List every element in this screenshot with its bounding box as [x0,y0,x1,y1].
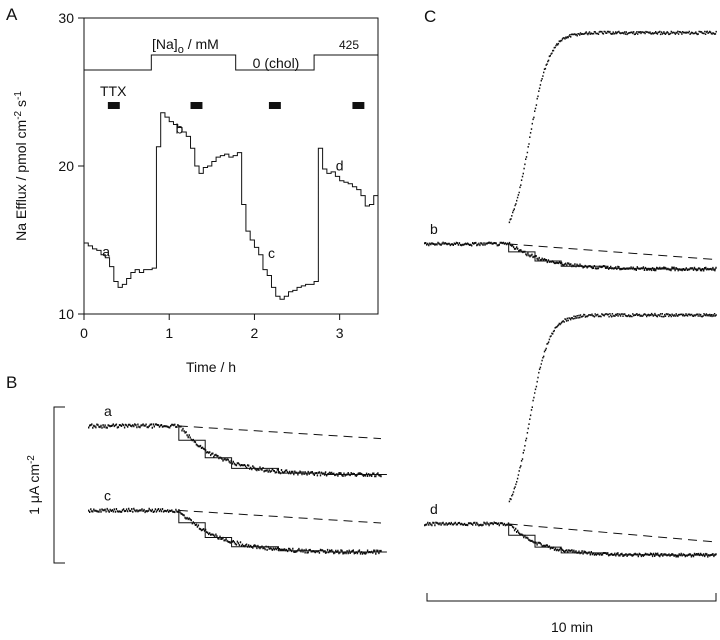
stepped-fit-d [508,524,716,556]
ttx-bar [190,102,203,109]
current-scale-bar [53,406,65,564]
efflux-trace [84,112,378,300]
trace-label-b: b [176,120,184,136]
y-axis-label-exp2: -1 [13,91,24,100]
na-425-label: 425 [339,38,359,52]
panel-label-a: A [6,5,18,24]
ttx-label: TTX [100,83,127,99]
trace-label-a: a [104,403,112,419]
stepped-fit-c [178,510,387,553]
na-label: [Na]o / mM [152,36,219,56]
ttx-bars [107,102,365,109]
current-trace-c [88,507,382,555]
y-axis-label-s: s [13,100,29,111]
panel-b-chart: 1 μA cm-2 ac [26,403,387,564]
x-tick-label: 2 [251,325,259,341]
na-label-b: / mM [184,36,219,52]
panel-c-chart: bd 10 min [424,30,717,635]
stepped-fit-a [178,426,387,475]
y-tick-label: 10 [58,306,74,322]
current-traces: ac [88,403,387,555]
trace-label-a: a [102,243,110,259]
panel-a-frame [83,17,379,315]
trace-label-b: b [430,221,438,237]
x-tick-label: 0 [80,325,88,341]
rising-trace-d [508,312,717,503]
y-axis-label-exp1: -2 [13,110,24,119]
y-axis-label: Na Efflux / pmol cm-2 s-1 [13,91,29,241]
x-tick-label: 3 [336,325,344,341]
current-scale-label-exp: -2 [26,455,37,464]
trace-label-d: d [336,157,344,173]
current-scale-label: 1 μA cm-2 [26,455,42,515]
stepped-fit-b [508,244,716,270]
na-label-a: [Na] [152,36,178,52]
rising-trace-b [508,30,717,224]
trace-label-c: c [104,487,111,503]
y-tick-label: 30 [58,10,74,26]
y-axis-ticks: 10 20 30 [58,10,84,322]
baseline-extrapolation [178,509,382,524]
x-axis-label: Time / h [186,359,236,375]
panel-a-chart: 10 20 30 0 1 2 3 Time / h Na Efflux / pmol cm… [13,10,379,375]
ttx-bar [107,102,120,109]
baseline-extrapolation [508,523,717,543]
time-scale-bar [426,593,717,602]
time-scale-label: 10 min [551,619,593,635]
baseline-extrapolation [508,243,717,261]
current-traces-c: bd [424,30,717,558]
trace-label-c: c [268,245,275,261]
y-tick-label: 20 [58,158,74,174]
na-label-sub: o [178,44,184,56]
current-trace-d [424,521,717,558]
trace-annotations: a b c d [102,120,343,260]
chol-label: 0 (chol) [253,55,300,71]
na-concentration-trace [84,54,378,71]
x-tick-label: 1 [165,325,173,341]
panel-label-c: C [424,7,436,26]
trace-label-d: d [430,501,438,517]
x-axis-ticks: 0 1 2 3 [80,314,344,341]
panel-label-b: B [6,373,17,392]
current-scale-label-main: 1 μA cm [26,464,42,515]
baseline-extrapolation [178,425,382,440]
ttx-bar [352,102,365,109]
y-axis-label-main: Na Efflux / pmol cm [13,120,29,241]
ttx-bar [268,102,281,109]
